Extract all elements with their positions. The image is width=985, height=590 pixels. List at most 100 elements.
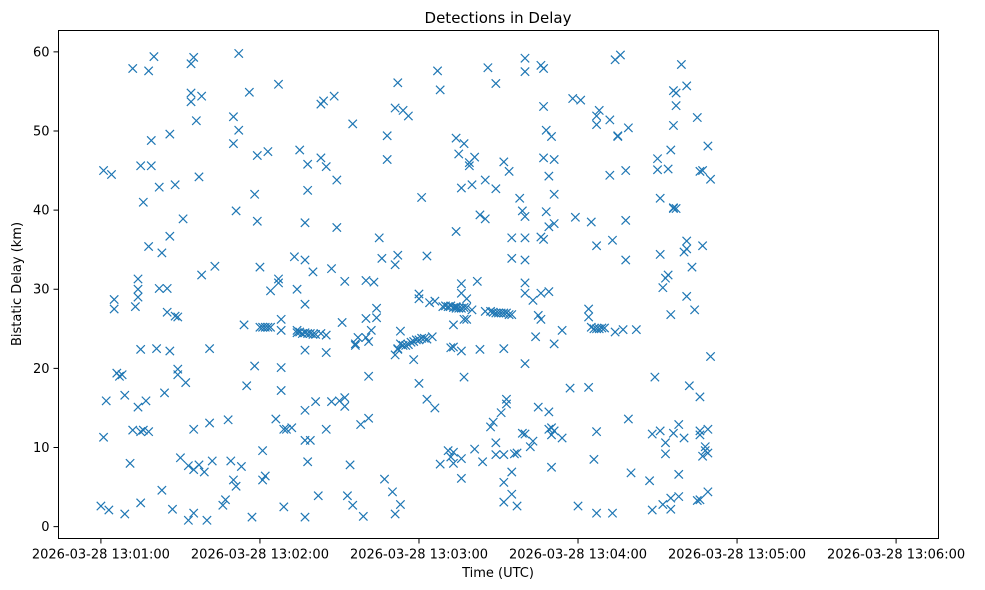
data-point xyxy=(393,250,403,260)
data-point xyxy=(615,50,626,60)
data-point xyxy=(305,435,315,446)
data-point xyxy=(96,501,106,511)
data-point xyxy=(329,91,339,101)
data-point xyxy=(549,218,559,229)
data-point xyxy=(435,85,445,95)
data-point xyxy=(485,422,496,432)
data-point xyxy=(456,279,467,289)
data-point xyxy=(549,154,559,165)
data-point xyxy=(401,340,411,351)
data-point xyxy=(676,59,687,70)
data-point xyxy=(271,414,281,424)
x-tick-label: 2026-03-28 13:01:00 xyxy=(32,548,170,563)
data-point xyxy=(520,288,530,298)
data-point xyxy=(462,314,472,324)
data-point xyxy=(499,308,509,318)
data-point xyxy=(655,426,665,436)
data-point xyxy=(695,430,705,440)
data-point xyxy=(353,332,363,343)
data-point xyxy=(279,424,289,434)
data-point xyxy=(456,473,467,483)
data-point xyxy=(456,346,467,356)
data-point xyxy=(321,424,331,434)
y-tick-label: 10 xyxy=(33,441,50,456)
data-point xyxy=(467,180,477,190)
data-point xyxy=(143,241,154,252)
data-point xyxy=(459,372,469,382)
data-point xyxy=(136,427,146,437)
data-point xyxy=(276,325,286,336)
data-point xyxy=(133,284,143,294)
data-point xyxy=(597,323,607,333)
data-point xyxy=(186,88,196,98)
data-point xyxy=(276,385,286,396)
data-point xyxy=(340,393,350,403)
data-point xyxy=(223,415,233,425)
data-point xyxy=(173,312,183,322)
data-point xyxy=(477,457,488,467)
data-point xyxy=(295,145,305,155)
data-point xyxy=(610,327,620,337)
data-point xyxy=(541,125,551,135)
data-point xyxy=(273,274,284,284)
data-point xyxy=(303,159,313,169)
data-point xyxy=(197,270,207,280)
data-point xyxy=(228,475,239,485)
data-point xyxy=(273,79,284,89)
data-point xyxy=(300,255,310,265)
data-point xyxy=(517,428,527,438)
data-point xyxy=(218,500,228,510)
data-point xyxy=(321,330,331,340)
data-point xyxy=(138,197,148,207)
data-point xyxy=(279,502,289,512)
data-point xyxy=(483,63,493,73)
x-axis: 2026-03-28 13:01:00 2026-03-28 13:02:00 20… xyxy=(32,538,965,563)
data-point xyxy=(695,495,705,505)
data-point xyxy=(520,67,530,77)
data-point xyxy=(697,165,708,176)
data-point xyxy=(586,217,596,227)
x-tick-label: 2026-03-28 13:04:00 xyxy=(509,548,647,563)
y-axis-label: Bistatic Delay (km) xyxy=(10,222,25,346)
data-point xyxy=(594,105,604,116)
data-point xyxy=(340,276,350,286)
data-point xyxy=(114,371,125,381)
data-point xyxy=(316,328,326,339)
data-point xyxy=(520,233,530,243)
data-point xyxy=(692,495,702,506)
data-point xyxy=(655,249,665,260)
data-point xyxy=(459,314,469,324)
data-point xyxy=(480,175,490,185)
data-point xyxy=(178,214,188,224)
data-point xyxy=(570,212,580,222)
data-point xyxy=(583,312,594,322)
data-point xyxy=(390,260,400,270)
data-point xyxy=(181,377,191,388)
data-point xyxy=(308,267,318,277)
data-point xyxy=(106,169,117,180)
data-point xyxy=(546,462,557,472)
data-point xyxy=(544,407,554,417)
data-point xyxy=(390,103,400,113)
data-point xyxy=(705,351,716,362)
data-point xyxy=(143,66,154,76)
data-point xyxy=(613,131,623,142)
data-point xyxy=(546,430,557,440)
data-point xyxy=(260,471,270,481)
data-point xyxy=(427,332,437,342)
data-point xyxy=(652,154,663,164)
data-point xyxy=(538,234,549,245)
x-tick-label: 2026-03-28 13:03:00 xyxy=(350,548,488,563)
data-point xyxy=(705,174,716,184)
data-point xyxy=(409,355,419,365)
data-point xyxy=(411,335,421,345)
data-point xyxy=(583,382,594,392)
data-point xyxy=(591,241,602,251)
data-point xyxy=(281,424,292,434)
data-point xyxy=(226,456,236,466)
data-point xyxy=(348,500,358,510)
data-point xyxy=(165,346,175,356)
data-point xyxy=(682,81,692,91)
data-point xyxy=(318,96,329,106)
